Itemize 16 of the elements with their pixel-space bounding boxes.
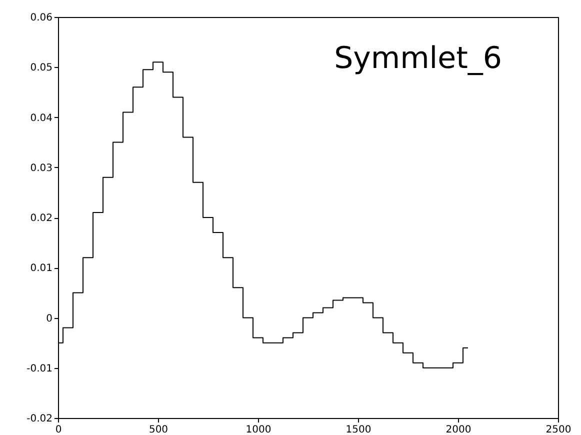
y-tick-label: 0.01 <box>30 263 52 274</box>
x-tick-label: 2500 <box>546 424 572 435</box>
y-tick-label: 0.04 <box>30 112 52 124</box>
y-tick-label: 0.05 <box>30 62 52 74</box>
x-tick-label: 2000 <box>446 424 472 435</box>
x-tick-label: 1000 <box>246 424 272 435</box>
y-tick-label: 0.06 <box>30 12 52 24</box>
y-tick-label: -0.01 <box>26 363 52 374</box>
y-tick-label: 0.02 <box>30 213 52 224</box>
x-tick-label: 1500 <box>346 424 372 435</box>
x-tick-label: 0 <box>55 424 62 435</box>
y-tick-label: 0 <box>46 313 52 324</box>
x-tick-label: 500 <box>148 424 168 435</box>
y-tick-label: -0.02 <box>26 414 52 424</box>
annotation: Symmlet_6 <box>334 41 502 76</box>
y-tick-label: 0.03 <box>30 162 52 174</box>
